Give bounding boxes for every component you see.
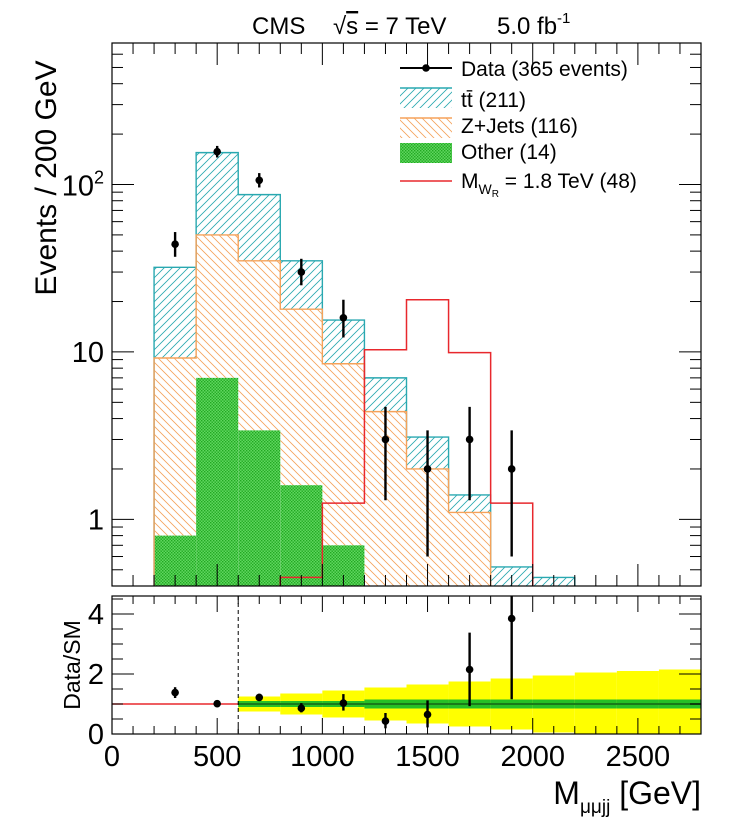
data-point-6 (423, 465, 432, 473)
data-point-0 (171, 240, 179, 248)
other-bar-0 (154, 535, 197, 586)
legend-label-signal: MWR = 1.8 TeV (48) (461, 170, 637, 200)
data-point-1 (213, 147, 221, 156)
legend: Data (365 events) tt̄ (211) Z+Jets (116)… (400, 58, 637, 200)
x-tick-label-500: 500 (193, 741, 241, 773)
header-experiment: CMS (252, 13, 305, 40)
y-tick-label-1: 1 (88, 504, 104, 536)
ratio-point-2 (255, 693, 264, 702)
legend-label-ttbar: tt̄ (211) (461, 89, 526, 112)
y-axis-label-ratio: Data/SM (59, 620, 85, 709)
ratio-point-8 (507, 614, 516, 623)
ratio-point-0 (171, 688, 179, 697)
ratio-plot (112, 596, 701, 734)
main-axes: 1 10 102 (62, 42, 702, 587)
other-bar-3 (280, 485, 323, 586)
ratio-y-tick-label-4: 4 (88, 599, 104, 631)
x-tick-label-2500: 2500 (606, 741, 671, 773)
x-tick-label-1000: 1000 (290, 741, 355, 773)
bg-ttbar-bar-9 (532, 577, 575, 586)
signal-line (279, 298, 534, 586)
svg-text:5.0 fb-1: 5.0 fb-1 (497, 10, 570, 40)
legend-label-data: Data (365 events) (461, 58, 628, 81)
zjets-bar-7 (448, 512, 491, 586)
data-point-4 (339, 313, 348, 322)
data-point-5 (381, 435, 390, 444)
legend-label-other: Other (14) (461, 141, 557, 164)
ratio-point-7 (465, 665, 474, 674)
ratio-point-6 (423, 710, 432, 719)
other-bar-2 (238, 430, 281, 586)
legend-entry-data: Data (365 events) (400, 58, 628, 81)
zjets-outline (153, 234, 492, 586)
header-lumi: 5.0 fb-1 (497, 10, 570, 40)
svg-text:Mμμjj [GeV]: Mμμjj [GeV] (553, 775, 701, 818)
legend-entry-zjets: Z+Jets (116) (400, 115, 578, 138)
ratio-y-tick-label-0: 0 (88, 719, 104, 751)
data-point-7 (465, 435, 474, 444)
header-energy: √s = 7 TeV (333, 13, 446, 40)
ratio-point-4 (339, 699, 348, 707)
legend-entry-signal: MWR = 1.8 TeV (48) (400, 170, 637, 200)
ratio-point-3 (297, 704, 306, 712)
y-axis-label-main: Events / 200 GeV (30, 60, 63, 295)
legend-entry-other: Other (14) (400, 141, 557, 164)
ttbar-bar-9 (532, 577, 575, 586)
data-point-2 (255, 176, 264, 185)
ratio-point-5 (381, 717, 390, 725)
ratio-point-1 (213, 699, 221, 708)
ratio-axes: 0 2 4 0 500 1000 1500 2000 2500 (88, 595, 702, 773)
ratio-y-tick-label-2: 2 (88, 659, 104, 691)
legend-label-zjets: Z+Jets (116) (461, 115, 578, 138)
other-bar-1 (196, 377, 239, 586)
main-plot (153, 145, 576, 586)
svg-text:√s = 7 TeV: √s = 7 TeV (333, 13, 446, 40)
y-tick-label-100: 102 (62, 167, 104, 202)
x-tick-label-0: 0 (104, 741, 120, 773)
legend-entry-ttbar: tt̄ (211) (400, 87, 526, 112)
x-axis-label: Mμμjj [GeV] (553, 775, 701, 818)
data-point-3 (297, 268, 306, 276)
x-tick-label-1500: 1500 (395, 741, 460, 773)
y-tick-label-10: 10 (72, 337, 104, 369)
data-point-8 (507, 465, 516, 473)
x-tick-label-2000: 2000 (500, 741, 565, 773)
